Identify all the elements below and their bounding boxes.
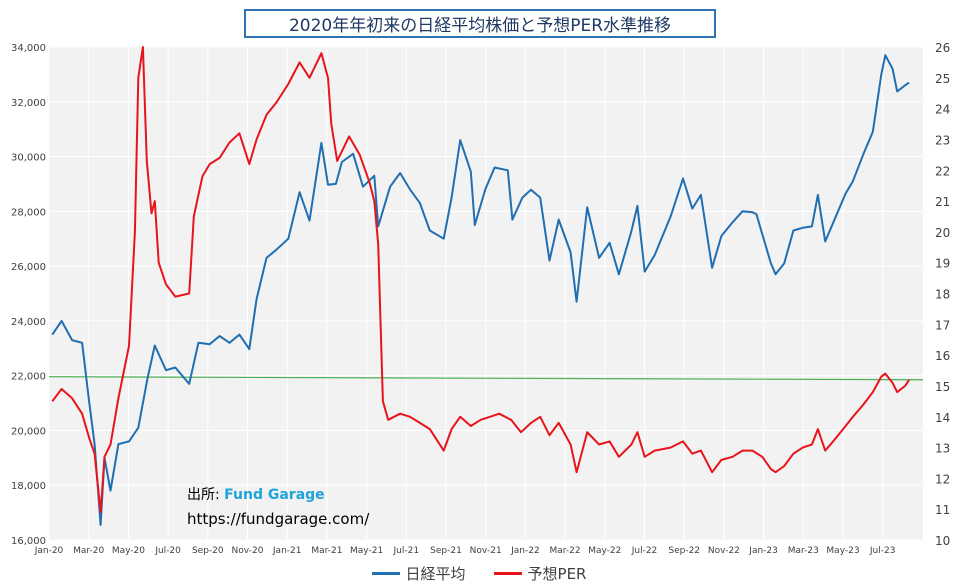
left-tick-label: 16,000 bbox=[11, 536, 46, 547]
gridlines bbox=[48, 46, 923, 541]
right-tick-label: 26 bbox=[935, 41, 950, 55]
x-tick-label: May-21 bbox=[350, 546, 383, 556]
x-tick-label: Mar-23 bbox=[788, 546, 819, 556]
series-layer bbox=[51, 46, 910, 526]
x-tick-label: Jul-21 bbox=[393, 546, 420, 556]
left-tick-label: 18,000 bbox=[11, 481, 46, 492]
right-tick-label: 16 bbox=[935, 349, 950, 363]
right-tick-label: 11 bbox=[935, 503, 950, 517]
legend-label-per: 予想PER bbox=[527, 565, 587, 583]
x-tick-label: Jan-23 bbox=[748, 546, 778, 556]
right-tick-label: 19 bbox=[935, 257, 950, 271]
right-tick-label: 21 bbox=[935, 195, 950, 209]
left-tick-label: 20,000 bbox=[11, 426, 46, 437]
x-tick-label: Mar-21 bbox=[311, 546, 342, 556]
left-tick-label: 34,000 bbox=[11, 43, 46, 54]
legend-item-nikkei: 日経平均 bbox=[371, 563, 466, 584]
right-tick-label: 22 bbox=[935, 164, 950, 178]
right-tick-label: 18 bbox=[935, 288, 950, 302]
right-tick-label: 20 bbox=[935, 226, 950, 240]
left-axis: 16,000 18,000 20,000 22,000 24,000 26,000 28,0… bbox=[11, 43, 46, 547]
left-tick-label: 32,000 bbox=[11, 98, 46, 109]
right-tick-label: 17 bbox=[935, 318, 950, 332]
legend-item-per: 予想PER bbox=[493, 563, 587, 584]
x-tick-label: Sep-21 bbox=[430, 546, 462, 556]
source-credit: 出所: Fund Garage bbox=[187, 484, 325, 504]
x-tick-label: Mar-20 bbox=[73, 546, 104, 556]
source-brand: Fund Garage bbox=[224, 487, 325, 503]
x-tick-label: Nov-22 bbox=[708, 546, 740, 556]
source-label: 出所: bbox=[187, 487, 225, 503]
x-tick-label: May-22 bbox=[588, 546, 621, 556]
series-line-per bbox=[51, 46, 910, 514]
x-tick-label: May-20 bbox=[112, 546, 145, 556]
chart-title: 2020年年初来の日経平均株価と予想PER水準推移 bbox=[244, 9, 716, 38]
x-tick-label: Nov-20 bbox=[231, 546, 263, 556]
reference-line bbox=[48, 376, 924, 381]
x-tick-label: Jul-22 bbox=[631, 546, 658, 556]
x-tick-label: Jan-22 bbox=[510, 546, 540, 556]
legend-swatch-per bbox=[493, 572, 522, 575]
left-tick-label: 24,000 bbox=[11, 317, 46, 328]
reference-line-mark bbox=[48, 376, 924, 381]
right-tick-label: 15 bbox=[935, 380, 950, 394]
right-tick-label: 13 bbox=[935, 442, 950, 456]
x-tick-label: Jan-21 bbox=[272, 546, 302, 556]
x-tick-label: May-23 bbox=[826, 546, 859, 556]
x-tick-label: Jan-20 bbox=[34, 546, 64, 556]
right-tick-label: 12 bbox=[935, 472, 950, 486]
x-tick-label: Jul-20 bbox=[154, 546, 181, 556]
x-tick-label: Jul-23 bbox=[869, 546, 896, 556]
right-tick-label: 24 bbox=[935, 103, 950, 117]
x-tick-label: Sep-22 bbox=[668, 546, 700, 556]
x-tick-label: Sep-20 bbox=[192, 546, 224, 556]
right-tick-label: 23 bbox=[935, 133, 950, 147]
legend-swatch-nikkei bbox=[371, 572, 400, 575]
left-tick-label: 28,000 bbox=[11, 207, 46, 218]
right-tick-label: 25 bbox=[935, 72, 950, 86]
right-tick-label: 10 bbox=[935, 534, 950, 548]
legend-label-nikkei: 日経平均 bbox=[405, 565, 466, 583]
series-line-nikkei bbox=[51, 54, 910, 526]
right-tick-label: 14 bbox=[935, 411, 950, 425]
x-tick-label: Nov-21 bbox=[470, 546, 502, 556]
x-axis: Jan-20 Mar-20 May-20 Jul-20 Sep-20 Nov-20 Jan-… bbox=[34, 546, 896, 556]
legend: 日経平均 予想PER bbox=[0, 563, 958, 584]
left-tick-label: 30,000 bbox=[11, 153, 46, 164]
source-url: https://fundgarage.com/ bbox=[187, 510, 370, 528]
left-tick-label: 22,000 bbox=[11, 372, 46, 383]
chart-title-text: 2020年年初来の日経平均株価と予想PER水準推移 bbox=[288, 16, 672, 36]
right-axis: 10 11 12 13 14 15 16 17 18 19 20 21 22 23 24 25 26 bbox=[935, 41, 950, 548]
left-tick-label: 26,000 bbox=[11, 262, 46, 273]
x-tick-label: Mar-22 bbox=[550, 546, 581, 556]
